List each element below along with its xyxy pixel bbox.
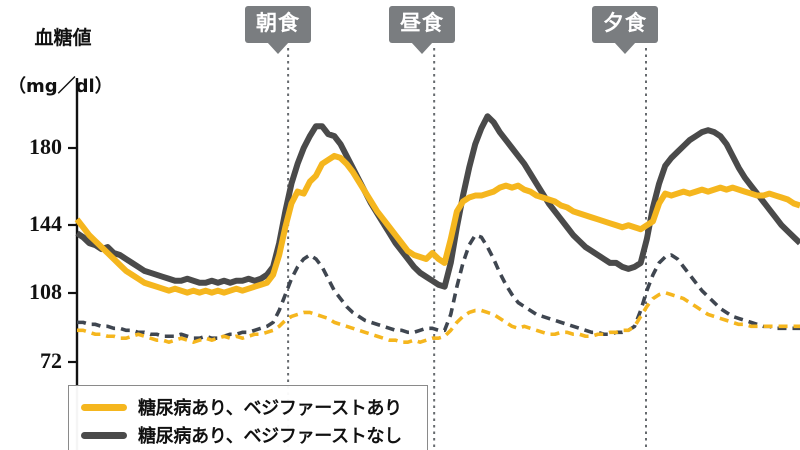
y-tick-label-72: 72 — [40, 348, 62, 373]
callout-tail-icon — [411, 41, 433, 54]
series-line — [77, 290, 800, 344]
series-line — [77, 233, 800, 341]
meal-guide-lines — [287, 48, 648, 450]
legend-item-label: 糖尿病あり、ベジファーストあり — [138, 398, 402, 419]
y-tick-label-108: 108 — [29, 279, 62, 304]
y-tick-label-180: 180 — [29, 134, 62, 159]
y-axis-title-unit: （mg／dl） — [8, 75, 113, 97]
callout-tail-icon — [614, 41, 636, 54]
meal-callout-lunch-label: 昼食 — [400, 11, 444, 35]
meal-callout-breakfast: 朝食 — [245, 6, 311, 54]
meal-callout-lunch: 昼食 — [389, 6, 455, 54]
series-line — [75, 113, 800, 290]
meal-callout-dinner: 夕食 — [592, 6, 658, 54]
y-axis-title: 血糖値 （mg／dl） — [8, 2, 113, 147]
y-axis-title-main: 血糖値 — [34, 27, 92, 50]
callout-tail-icon — [267, 41, 289, 54]
meal-callout-dinner-label: 夕食 — [603, 11, 647, 35]
series-line — [74, 152, 800, 296]
legend-swatch-icon — [81, 431, 127, 439]
legend-item: 糖尿病あり、ベジファーストあり — [81, 393, 417, 421]
y-tick-label-144: 144 — [29, 211, 62, 236]
legend: 糖尿病あり、ベジファーストあり 糖尿病あり、ベジファーストなし 糖尿病なし、ベジ… — [68, 385, 428, 450]
legend-swatch-icon — [81, 403, 127, 411]
series-lines — [74, 113, 800, 344]
meal-callout-breakfast-label: 朝食 — [256, 11, 300, 35]
legend-item: 糖尿病あり、ベジファーストなし — [81, 421, 417, 449]
legend-item-label: 糖尿病あり、ベジファーストなし — [138, 426, 402, 447]
